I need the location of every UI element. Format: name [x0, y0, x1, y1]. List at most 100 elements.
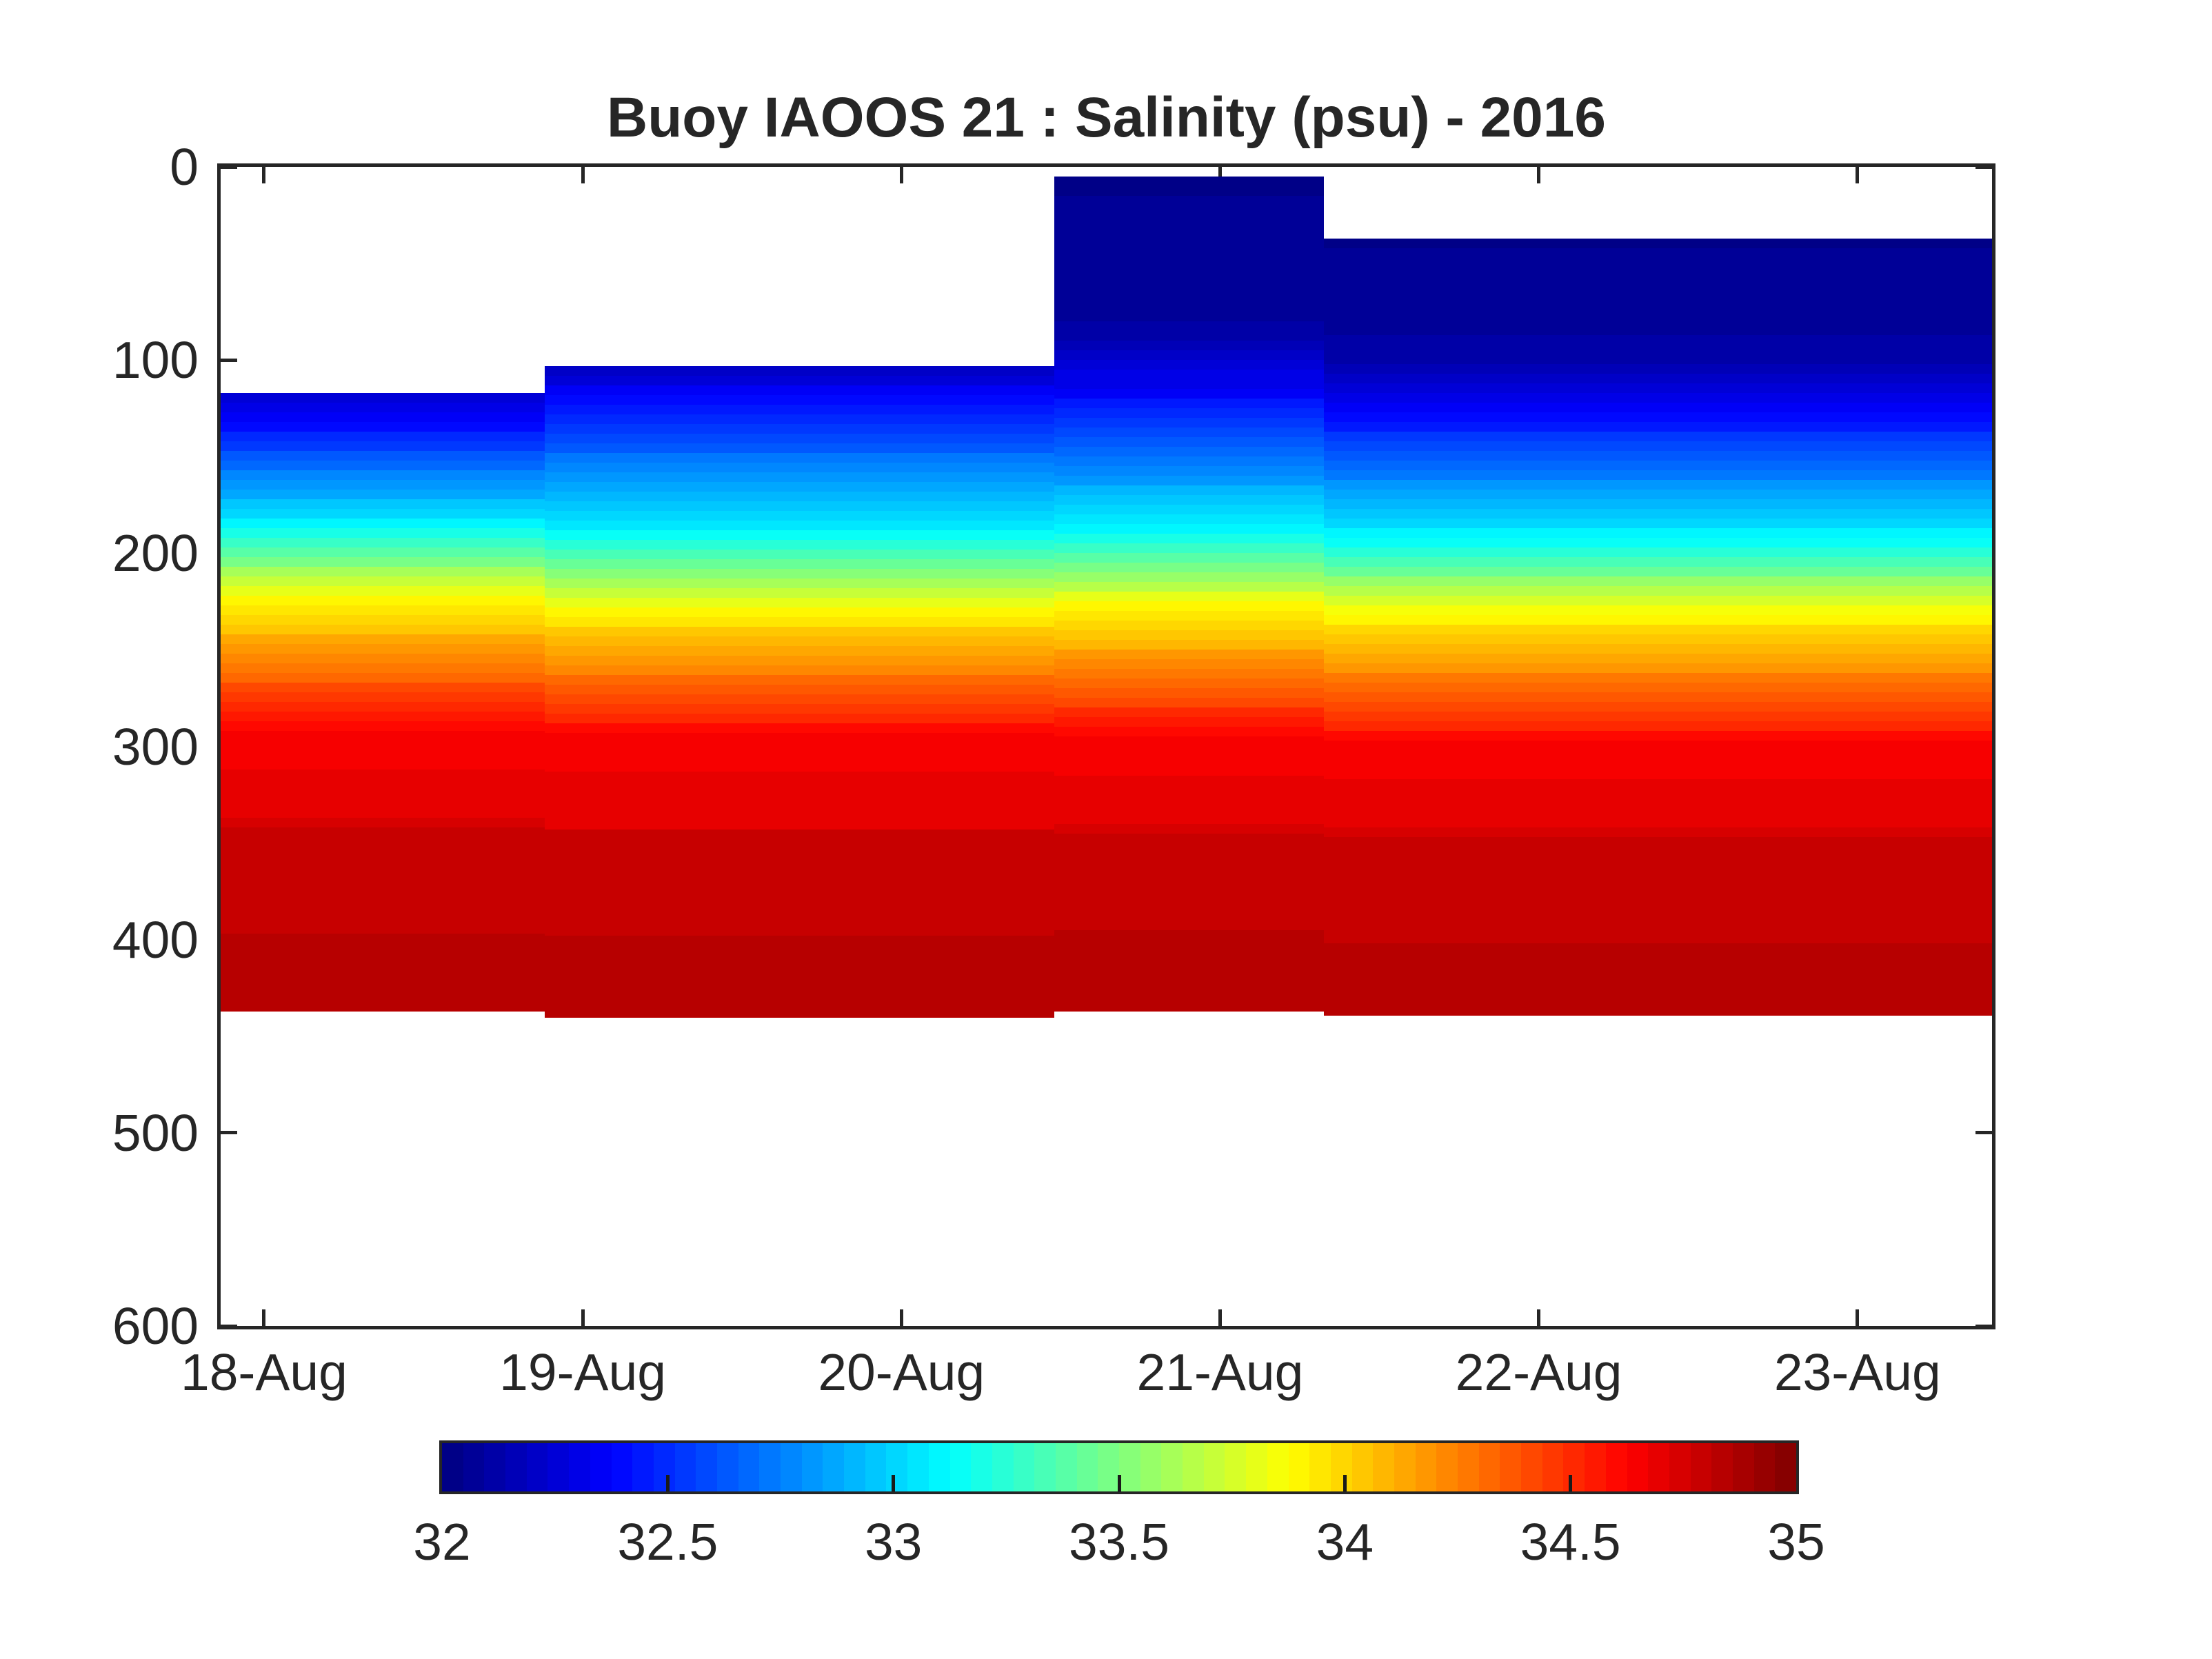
heatmap-cell	[1323, 286, 1992, 297]
heatmap-cell	[1054, 756, 1324, 767]
colorbar-segment	[1394, 1443, 1416, 1491]
heatmap-cell	[1054, 283, 1324, 294]
heatmap-cell	[221, 779, 545, 790]
heatmap-cell	[1054, 196, 1324, 207]
heatmap-cell	[1054, 659, 1324, 670]
y-tick-label: 500	[112, 1103, 199, 1162]
colorbar-tick	[1117, 1475, 1121, 1491]
heatmap-cell	[1323, 431, 1992, 442]
heatmap-cell	[545, 443, 1054, 454]
x-tick	[581, 1309, 585, 1326]
heatmap-cell	[1323, 673, 1992, 684]
heatmap-cell	[545, 838, 1054, 849]
colorbar-segment	[1203, 1443, 1225, 1491]
colorbar-segment	[463, 1443, 485, 1491]
heatmap-cell	[1323, 683, 1992, 694]
heatmap-cell	[221, 392, 545, 403]
heatmap-cell	[1323, 479, 1992, 490]
heatmap-cell	[1323, 789, 1992, 800]
y-tick-right	[1975, 1131, 1992, 1135]
heatmap-cell	[1323, 315, 1992, 326]
colorbar-segment	[992, 1443, 1014, 1491]
heatmap-cell	[1323, 296, 1992, 307]
heatmap-cell	[221, 692, 545, 703]
heatmap-cell	[221, 818, 545, 829]
heatmap-cell	[1323, 770, 1992, 781]
heatmap-cell	[221, 605, 545, 616]
colorbar-tick-label: 33.5	[1069, 1513, 1169, 1571]
heatmap-cell	[221, 895, 545, 906]
heatmap-cell	[1054, 929, 1324, 941]
x-tick-top	[262, 167, 266, 183]
heatmap-cell	[221, 712, 545, 723]
heatmap-cell	[1054, 370, 1324, 381]
heatmap-cell	[221, 643, 545, 654]
heatmap-cell	[1323, 566, 1992, 577]
x-tick	[1537, 1309, 1541, 1326]
colorbar-tick-label: 35	[1767, 1513, 1825, 1571]
heatmap-cell	[221, 556, 545, 567]
heatmap-cell	[221, 595, 545, 606]
heatmap-cell	[1054, 611, 1324, 622]
heatmap-cell	[1054, 447, 1324, 458]
heatmap-cell	[1054, 852, 1324, 863]
heatmap-cell	[545, 994, 1054, 1005]
chart-title: Buoy IAOOS 21 : Salinity (psu) - 2016	[606, 86, 1606, 149]
heatmap-cell	[545, 867, 1054, 878]
heatmap-cell	[221, 789, 545, 800]
heatmap-cell	[545, 819, 1054, 830]
heatmap-cell	[221, 876, 545, 887]
x-tick-top	[1218, 167, 1222, 183]
heatmap-cell	[545, 433, 1054, 444]
heatmap-cell	[1323, 876, 1992, 887]
y-tick-right	[1975, 1324, 1992, 1328]
heatmap-cell	[1323, 634, 1992, 645]
heatmap-cell	[1323, 392, 1992, 403]
heatmap-cell	[545, 752, 1054, 763]
heatmap-cell	[545, 955, 1054, 966]
heatmap-cell	[1054, 1007, 1324, 1012]
heatmap-cell	[1054, 302, 1324, 313]
colorbar-segment	[1330, 1443, 1352, 1491]
x-tick	[1218, 1309, 1222, 1326]
colorbar-segment	[801, 1443, 823, 1491]
heatmap-cell	[221, 489, 545, 500]
colorbar-segment	[1542, 1443, 1564, 1491]
heatmap-cell	[221, 402, 545, 413]
heatmap-cell	[1323, 731, 1992, 742]
heatmap-cell	[221, 972, 545, 983]
heatmap-cell	[545, 965, 1054, 976]
heatmap-cell	[545, 742, 1054, 753]
heatmap-cell	[545, 829, 1054, 840]
heatmap-cell	[1054, 727, 1324, 738]
colorbar-segment	[484, 1443, 506, 1491]
heatmap-cell	[1323, 248, 1992, 259]
colorbar-segment	[1034, 1443, 1056, 1491]
heatmap-cell	[1054, 534, 1324, 545]
heatmap-cell	[1054, 746, 1324, 757]
colorbar-segment	[1140, 1443, 1162, 1491]
colorbar-segment	[1711, 1443, 1733, 1491]
heatmap-cell	[545, 771, 1054, 782]
heatmap-cell	[221, 518, 545, 529]
heatmap-cell	[221, 702, 545, 713]
colorbar-segment	[1478, 1443, 1500, 1491]
heatmap-cell	[545, 559, 1054, 570]
heatmap-cell	[1323, 847, 1992, 858]
x-tick-top	[1537, 167, 1541, 183]
heatmap-cell	[1054, 601, 1324, 612]
heatmap-cell	[1323, 344, 1992, 355]
heatmap-cell	[1323, 489, 1992, 500]
colorbar-segment	[949, 1443, 972, 1491]
heatmap-cell	[545, 645, 1054, 656]
colorbar-segment	[1373, 1443, 1394, 1491]
x-tick-label: 21-Aug	[1136, 1343, 1304, 1401]
x-tick	[1856, 1309, 1860, 1326]
colorbar-segment	[1098, 1443, 1119, 1491]
heatmap-cell	[1323, 460, 1992, 471]
heatmap-cell	[221, 508, 545, 519]
heatmap-cell	[221, 808, 545, 819]
colorbar-tick-label: 34	[1316, 1513, 1374, 1571]
colorbar-segment	[1267, 1443, 1289, 1491]
heatmap-cell	[221, 624, 545, 635]
